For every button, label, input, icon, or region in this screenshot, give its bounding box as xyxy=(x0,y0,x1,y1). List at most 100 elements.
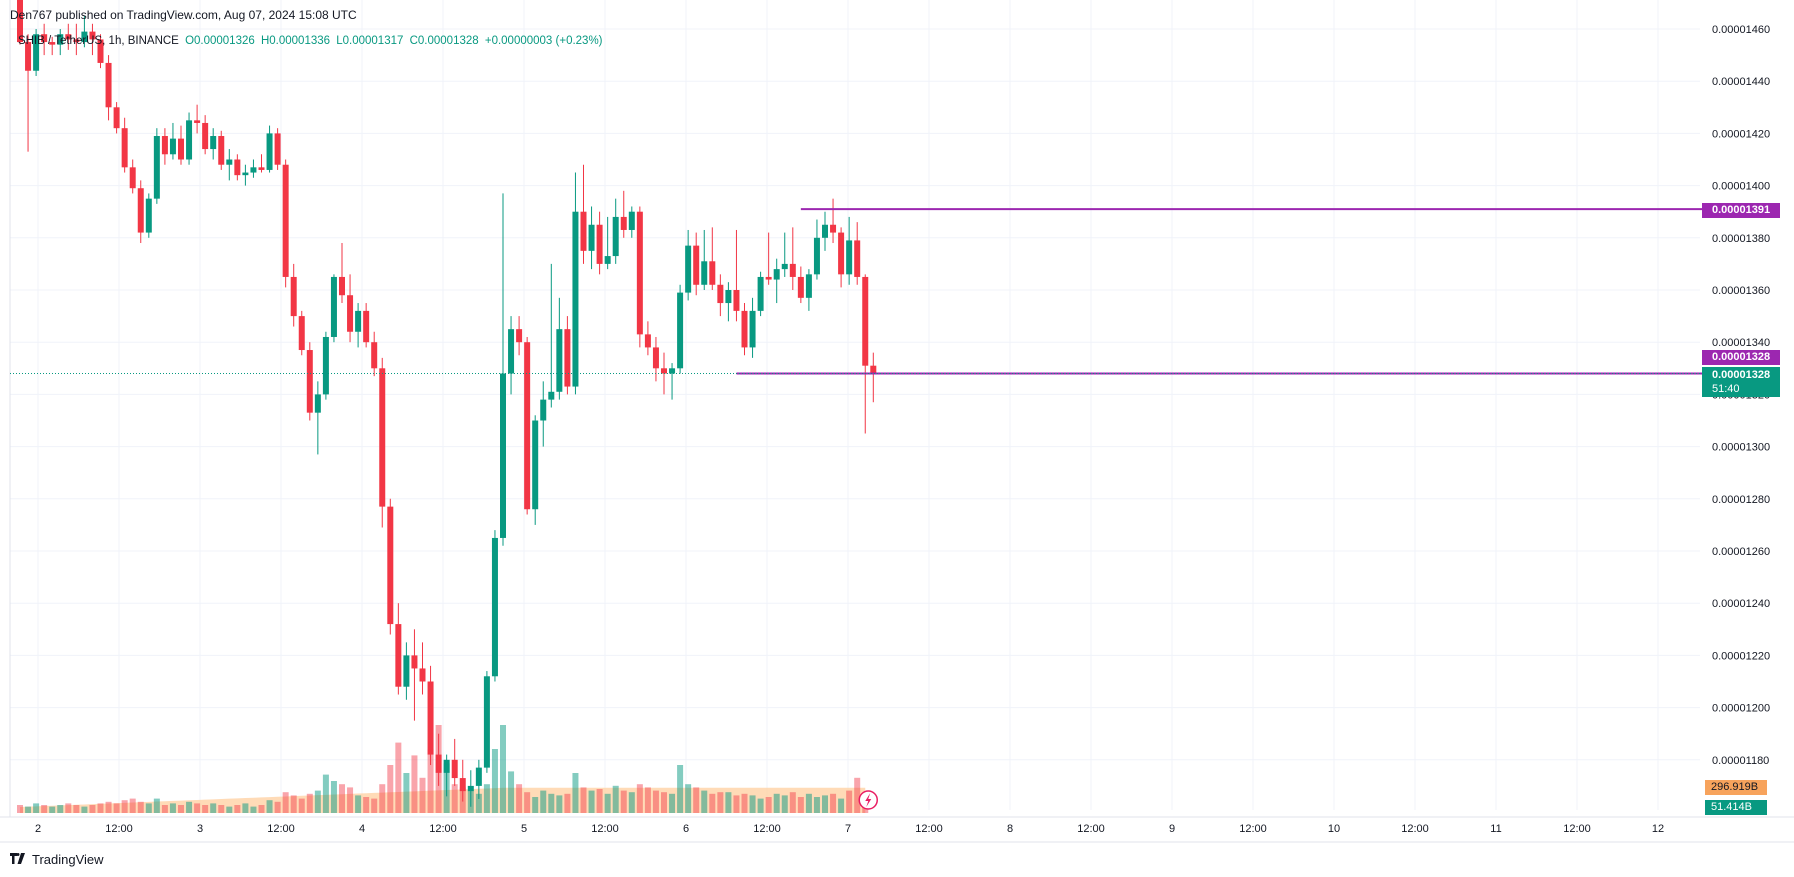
candle-body xyxy=(508,329,515,374)
candle xyxy=(596,211,603,275)
candle-body xyxy=(685,245,692,293)
candle-body xyxy=(435,754,442,773)
candle-body xyxy=(733,290,740,311)
time-tick-label: 12:00 xyxy=(1077,823,1105,835)
candle xyxy=(709,227,716,290)
candle xyxy=(741,303,748,356)
volume-bar xyxy=(500,725,506,813)
candle xyxy=(226,149,233,181)
volume-bar xyxy=(636,784,643,813)
volume-bar xyxy=(733,795,740,813)
candle xyxy=(105,55,112,121)
candle-body xyxy=(524,342,531,510)
volume-bar xyxy=(242,803,249,813)
candle xyxy=(652,336,659,382)
low-value: L0.00001317 xyxy=(336,35,404,47)
candle xyxy=(81,15,88,48)
volume-bars xyxy=(17,725,869,813)
volume-bar xyxy=(797,797,804,813)
candle xyxy=(306,342,313,421)
volume-bar xyxy=(57,805,64,813)
volume-bar xyxy=(355,795,362,813)
volume-bar xyxy=(749,795,756,813)
candle xyxy=(137,180,144,244)
volume-bar xyxy=(693,787,700,813)
time-tick-label: 2 xyxy=(35,823,41,835)
level-lines[interactable] xyxy=(10,208,1702,810)
price-axis[interactable]: 0.00001460 0.00001440 0.00001420 0.00001400… xyxy=(1712,24,1770,767)
time-axis[interactable]: 2 12:00 3 12:00 4 12:00 5 12:00 6 12:00 7 12:00 8 12:… xyxy=(35,823,1664,835)
candle xyxy=(564,316,571,395)
candle xyxy=(113,102,120,134)
candle-body xyxy=(789,263,796,277)
candle xyxy=(516,316,523,356)
candle-body xyxy=(717,284,724,304)
candle-body xyxy=(556,329,563,392)
candle-body xyxy=(467,785,474,792)
candle-body xyxy=(677,292,684,369)
candle xyxy=(330,274,337,343)
volume-bar xyxy=(483,784,490,813)
candle-body xyxy=(846,240,853,275)
candle xyxy=(121,117,128,173)
volume-bar xyxy=(451,784,458,813)
candle-body xyxy=(854,240,861,277)
tradingview-logo[interactable]: TradingView xyxy=(10,852,104,867)
candle xyxy=(781,232,788,277)
candle-body xyxy=(572,211,579,387)
volume-bar xyxy=(830,793,837,813)
volume-bar xyxy=(306,793,313,813)
last-price-tag: 0.00001328 51:40 xyxy=(1702,367,1780,397)
candle-body xyxy=(161,136,168,155)
candle-body xyxy=(483,676,490,768)
candle-body xyxy=(226,159,233,165)
candle xyxy=(701,229,708,290)
candle-body xyxy=(387,506,394,625)
volume-bar xyxy=(532,797,539,813)
candle xyxy=(145,193,152,238)
support-level-tag: 0.00001328 xyxy=(1702,350,1780,365)
time-tick-label: 12:00 xyxy=(1563,823,1591,835)
candle-body xyxy=(218,136,225,165)
volume-bar xyxy=(854,777,861,813)
symbol-label[interactable]: SHIB / TetherUS, 1h, BINANCE xyxy=(18,35,179,47)
price-tick-label: 0.00001220 xyxy=(1712,650,1770,662)
volume-bar xyxy=(339,784,345,813)
candle-body xyxy=(822,224,828,238)
candle-body xyxy=(306,350,313,413)
candle xyxy=(612,198,619,264)
volume-bar xyxy=(25,806,32,813)
volume-bar xyxy=(17,805,23,813)
candle xyxy=(65,23,72,50)
candle-body xyxy=(701,261,708,285)
candle xyxy=(41,23,48,56)
candle-body xyxy=(186,120,193,160)
volume-bar xyxy=(330,781,337,813)
candle xyxy=(797,266,804,304)
volume-bar xyxy=(97,803,104,813)
time-tick-label: 12:00 xyxy=(591,823,619,835)
candle xyxy=(644,321,651,356)
time-tick-label: 12:00 xyxy=(429,823,457,835)
candle-body xyxy=(403,655,410,687)
candle-body xyxy=(813,237,820,275)
candle-body xyxy=(89,31,96,40)
volume-bar xyxy=(403,773,410,813)
candle xyxy=(153,128,160,204)
candle-body xyxy=(797,276,804,298)
candle xyxy=(49,36,56,56)
candle-body xyxy=(395,624,402,687)
bar-countdown: 51:40 xyxy=(1712,383,1740,395)
candle xyxy=(194,104,201,134)
candle xyxy=(242,164,249,186)
volume-bar xyxy=(604,793,611,813)
candle-body xyxy=(491,537,498,677)
candle-body xyxy=(451,759,458,779)
volume-ma-tag: 296.919B xyxy=(1705,780,1767,795)
volume-bar xyxy=(846,790,853,813)
candle-body xyxy=(242,172,249,176)
candle xyxy=(500,193,506,546)
candle-body xyxy=(693,245,700,285)
volume-bar xyxy=(81,806,88,813)
